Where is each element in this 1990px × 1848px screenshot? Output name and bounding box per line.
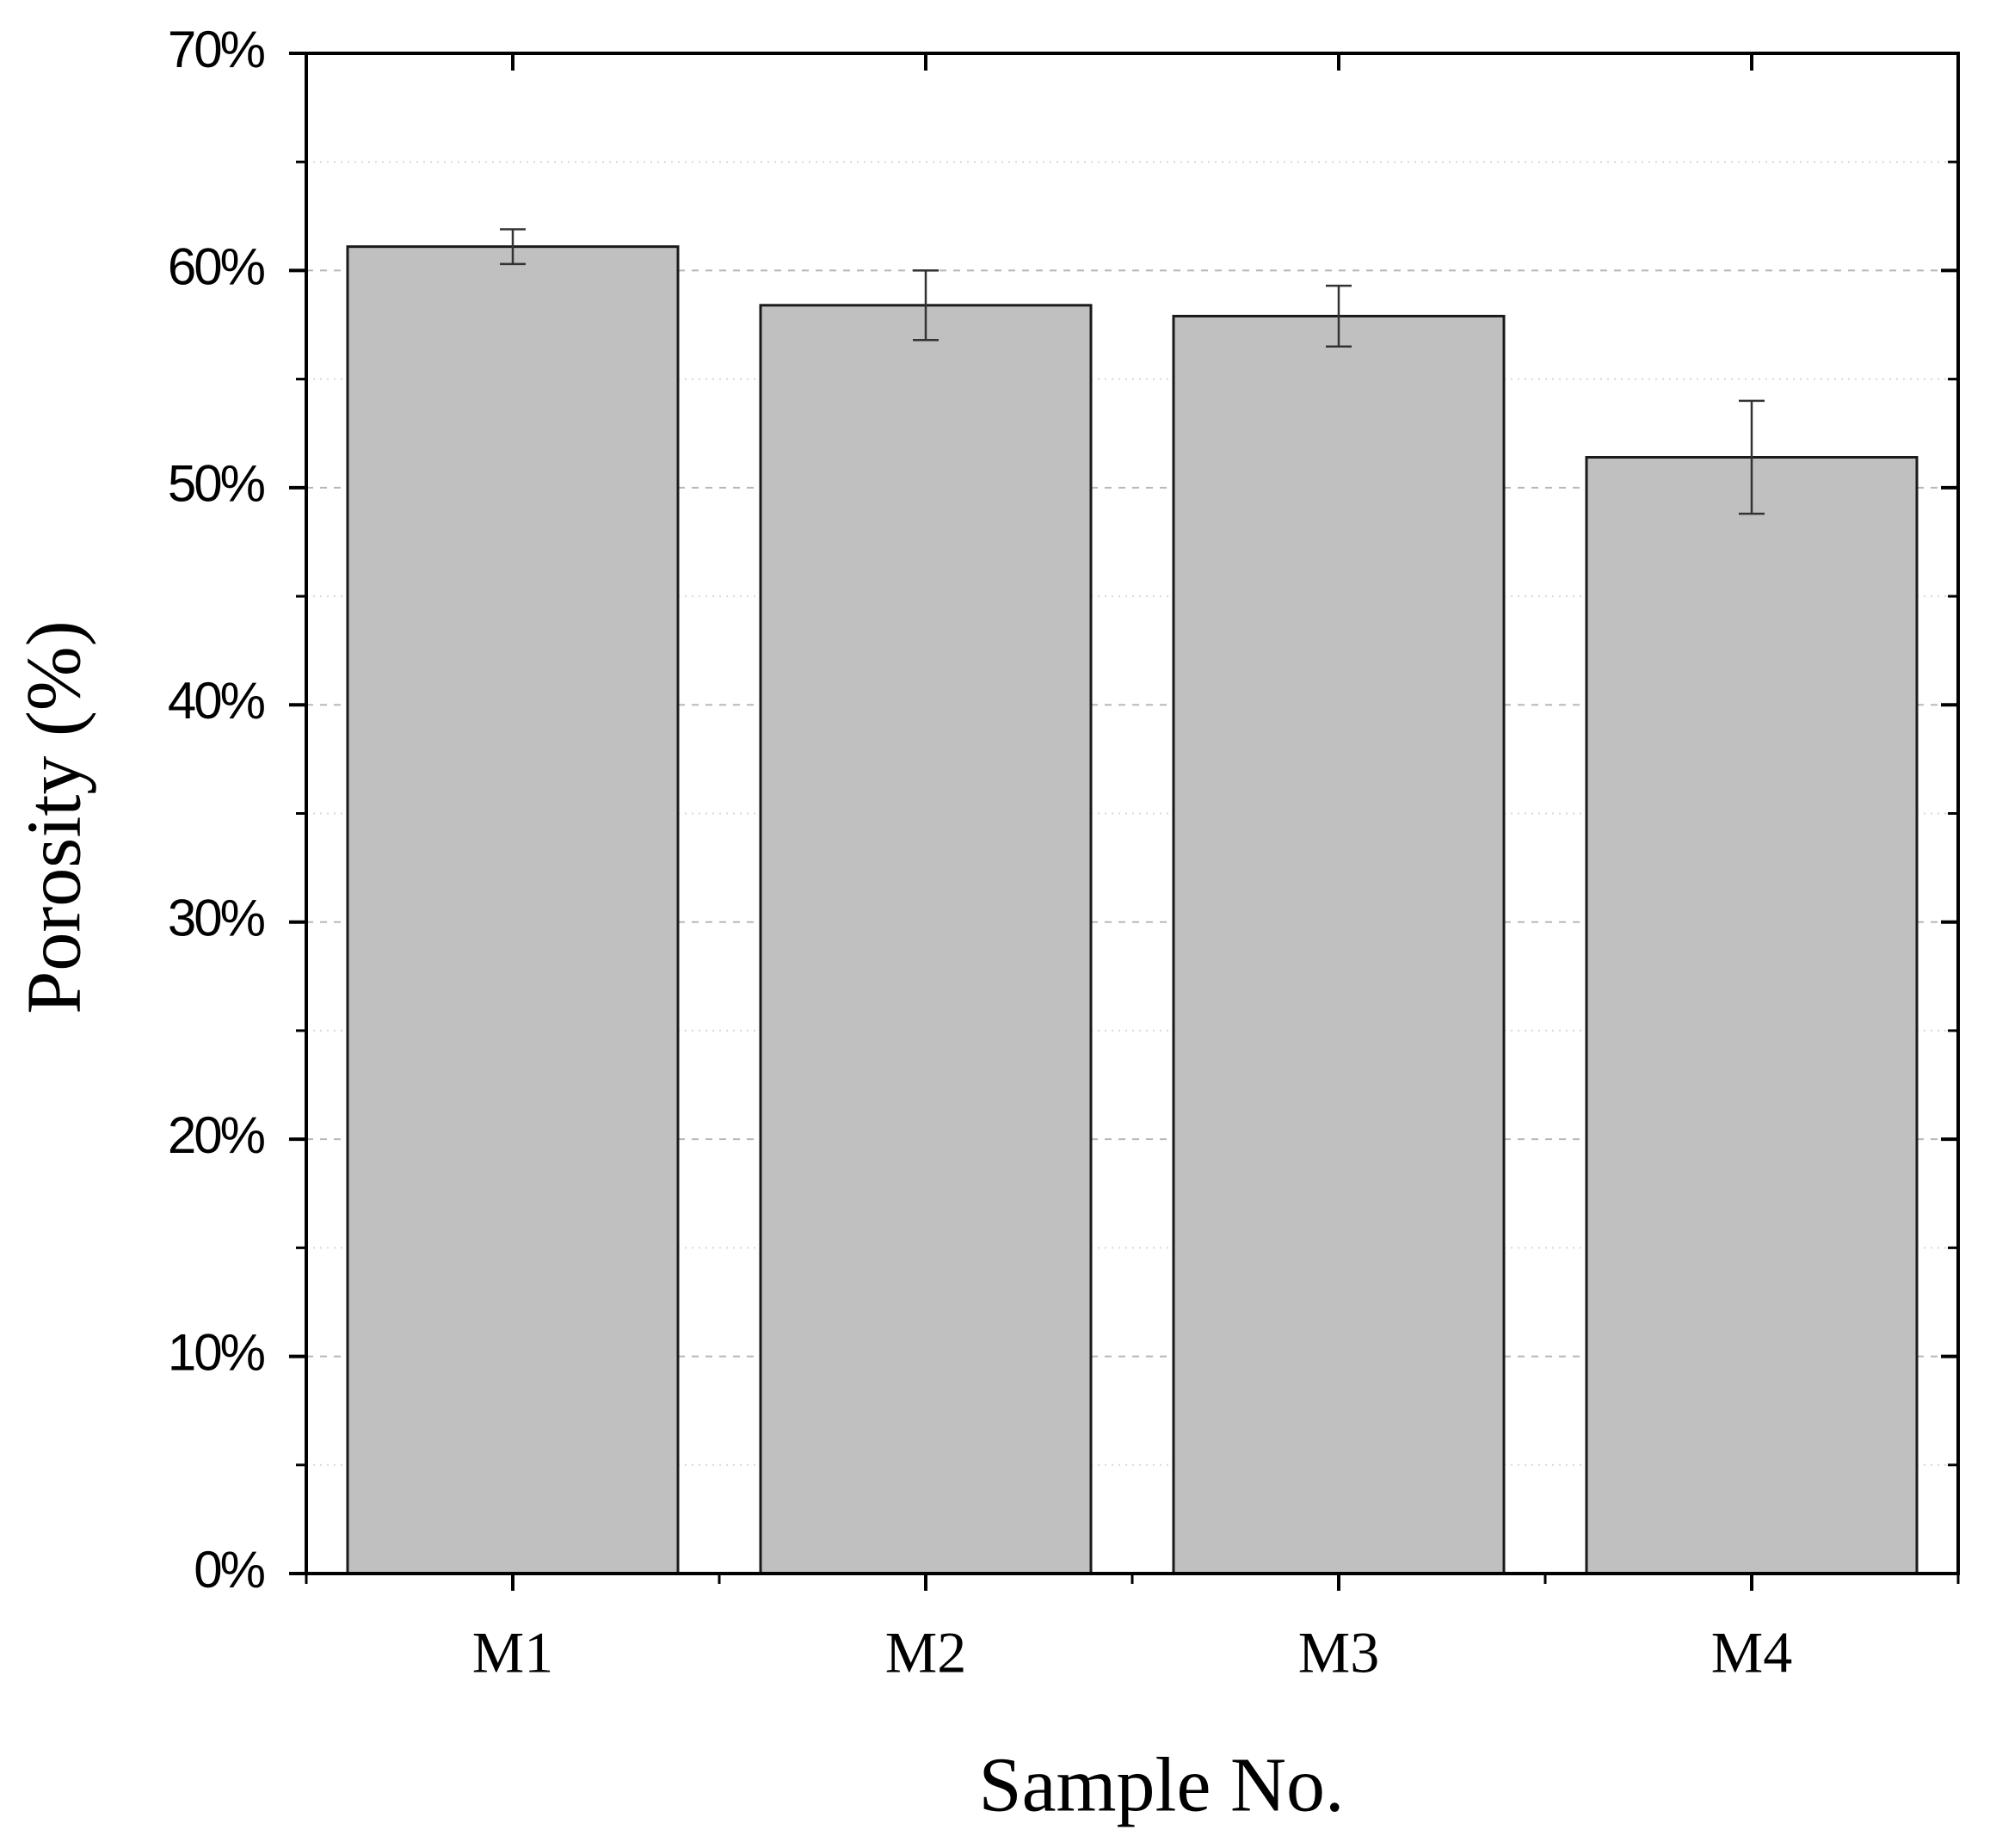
bar (759, 304, 1093, 1575)
plot-frame (305, 52, 1960, 1575)
x-tick-label: M2 (885, 1620, 966, 1685)
x-axis-title: Sample No. (979, 1743, 1345, 1828)
y-tick-label: 10% (168, 1323, 265, 1381)
y-axis-title: Porosity (%) (12, 620, 97, 1013)
bar (1172, 314, 1506, 1575)
y-tick-label: 40% (168, 672, 265, 730)
y-tick-label: 60% (168, 237, 265, 295)
bar (346, 245, 680, 1575)
y-tick-label: 70% (168, 21, 265, 78)
y-tick-label: 50% (168, 455, 265, 513)
y-tick-label: 30% (168, 890, 265, 947)
x-tick-label: M4 (1711, 1620, 1792, 1685)
y-tick-label: 20% (168, 1106, 265, 1164)
x-tick-label: M3 (1298, 1620, 1379, 1685)
x-tick-label: M1 (472, 1620, 553, 1685)
y-tick-label: 0% (194, 1541, 264, 1599)
bar (1585, 456, 1919, 1575)
